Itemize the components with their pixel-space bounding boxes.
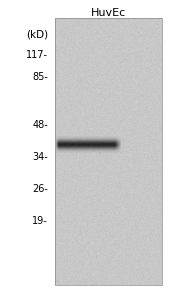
- Text: 48-: 48-: [32, 120, 48, 130]
- Text: 34-: 34-: [32, 152, 48, 162]
- Text: 85-: 85-: [32, 72, 48, 82]
- Text: HuvEc: HuvEc: [90, 8, 126, 18]
- Text: (kD): (kD): [26, 29, 48, 39]
- Text: 19-: 19-: [32, 216, 48, 226]
- Bar: [55, 18, 162, 285]
- Text: 117-: 117-: [26, 50, 48, 60]
- Text: 26-: 26-: [32, 184, 48, 194]
